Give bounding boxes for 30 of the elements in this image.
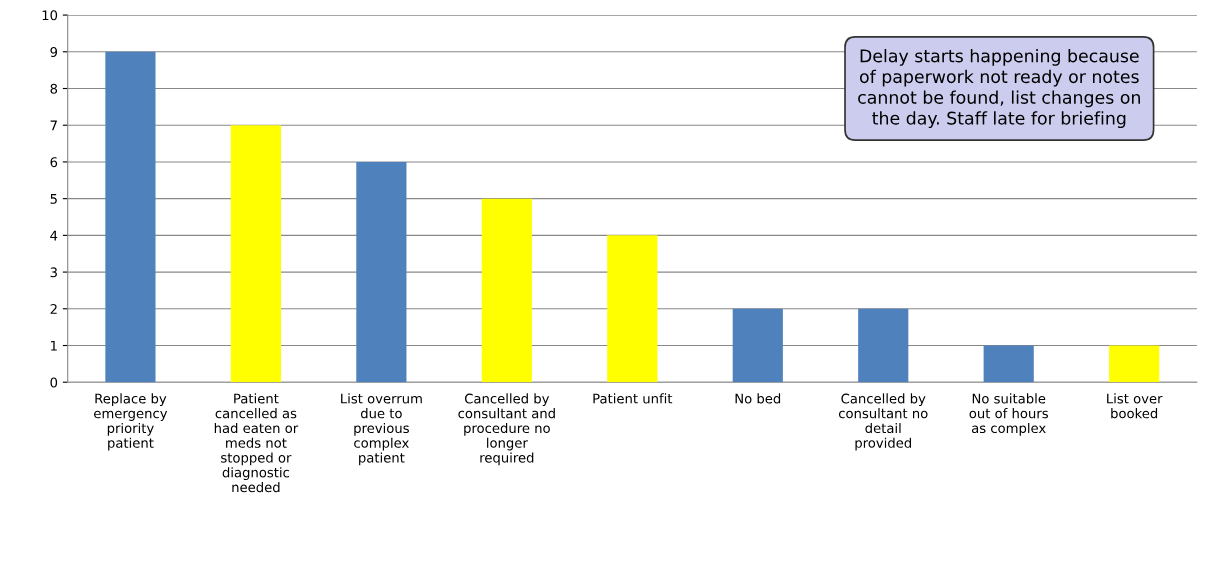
y-tick-label: 1 <box>51 340 57 351</box>
annotation: Delay starts happening because of paperwork not ready or notes cannot be found, list changes on the day. Staff late for briefing <box>858 48 1140 129</box>
y-tick-label: 2 <box>50 304 57 314</box>
bar <box>983 345 1034 383</box>
bar <box>858 308 909 383</box>
x-tick-label: No suitable out of hours as complex <box>969 393 1048 436</box>
x-tick-label: List overrum due to previous complex patient <box>341 393 422 466</box>
y-tick-label: 3 <box>50 267 57 278</box>
x-tick-label: Cancelled by consultant no detail provided <box>838 393 928 451</box>
x-tick-label: Cancelled by consultant and procedure no longer required <box>458 393 555 466</box>
bar <box>230 125 281 383</box>
y-tick-label: 5 <box>50 194 57 204</box>
bar <box>105 51 156 383</box>
y-tick-label: 9 <box>50 47 58 57</box>
x-tick-label: Patient cancelled as had eaten or meds not stopped or diagnostic needed <box>214 393 299 493</box>
bar <box>356 161 407 383</box>
y-tick-label: 6 <box>50 157 58 168</box>
bar <box>607 235 658 383</box>
x-tick-label: Patient unfit <box>593 393 673 404</box>
y-tick-label: 0 <box>50 377 58 388</box>
bar <box>732 308 783 383</box>
y-tick-label: 10 <box>42 10 58 21</box>
x-tick-label: No bed <box>735 393 781 404</box>
bar <box>481 198 532 383</box>
bar <box>1109 345 1160 383</box>
y-tick-label: 7 <box>50 120 57 131</box>
y-tick-label: 4 <box>50 230 58 241</box>
x-tick-label: Replace by emergency priority patient <box>94 393 168 451</box>
x-tick-label: List over booked <box>1107 393 1163 419</box>
y-tick-label: 8 <box>50 83 58 94</box>
